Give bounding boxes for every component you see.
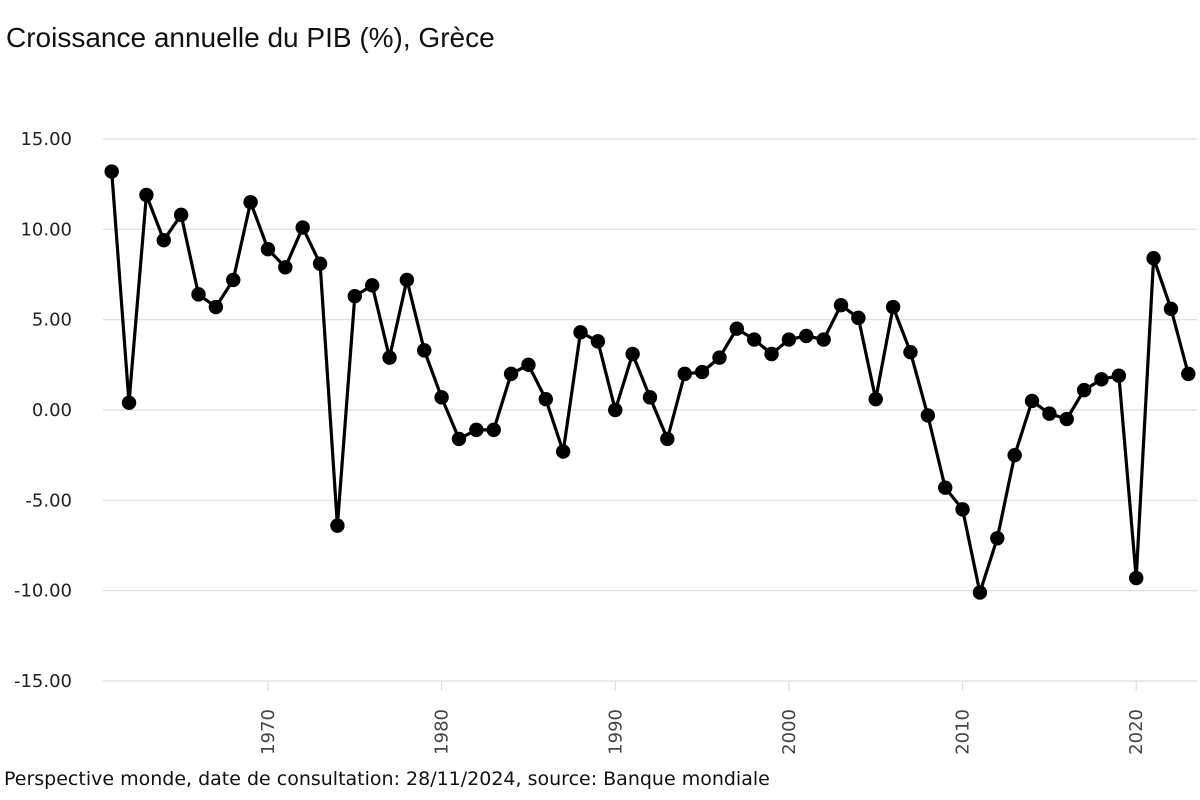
y-tick-label: 5.00 [32, 310, 72, 331]
data-point [833, 298, 849, 313]
data-point [781, 332, 797, 347]
data-point [608, 402, 623, 418]
y-tick-label: -15.00 [14, 671, 72, 692]
data-point [1007, 447, 1022, 463]
data-point [139, 187, 154, 203]
data-point [555, 444, 571, 459]
grid-lines [103, 138, 1197, 682]
data-point [382, 350, 397, 365]
data-point [590, 334, 606, 349]
data-point [295, 220, 310, 235]
data-point [660, 431, 675, 447]
x-tick-label: 1970 [258, 709, 279, 755]
data-point [1111, 368, 1127, 383]
data-point [486, 422, 501, 438]
data-point [1181, 366, 1196, 382]
data-point [208, 299, 224, 315]
source-note: Perspective monde, date de consultation:… [4, 768, 770, 790]
data-point [451, 431, 467, 447]
data-point [434, 390, 449, 405]
data-point [816, 332, 831, 347]
data-point [312, 256, 328, 271]
data-point [1163, 301, 1179, 317]
data-point [330, 518, 345, 533]
data-point [104, 164, 119, 179]
y-tick-label: 0.00 [32, 400, 72, 421]
data-point [642, 390, 658, 405]
data-point [885, 299, 901, 315]
x-tick-label: 1990 [605, 709, 626, 755]
x-tick-label: 2020 [1126, 709, 1147, 755]
x-tick-label: 2000 [779, 709, 800, 755]
x-tick-label: 2010 [953, 709, 974, 755]
data-point [903, 344, 918, 360]
data-point [191, 287, 206, 302]
data-point [278, 260, 293, 275]
data-point [694, 364, 710, 380]
y-tick-label: 15.00 [20, 129, 72, 150]
x-tick-label: 1980 [432, 709, 453, 755]
data-point [1059, 411, 1074, 427]
data-point [260, 242, 276, 257]
data-point [156, 232, 171, 248]
series-line [110, 171, 1190, 595]
data-point [799, 328, 814, 344]
x-axis: 1970 1980 1990 2000 2010 2020 [258, 681, 1147, 755]
data-point [625, 346, 640, 362]
data-point [469, 422, 484, 438]
data-point [347, 288, 362, 304]
y-tick-label: -5.00 [25, 490, 72, 511]
data-point [851, 310, 866, 326]
gdp-growth-line-chart: 15.00 10.00 5.00 0.00 -5.00 -10.00 -15.00 1970… [14, 129, 1197, 755]
data-point [538, 391, 554, 407]
data-point [503, 366, 519, 382]
data-point [521, 357, 536, 373]
data-point [677, 366, 692, 382]
data-point [868, 391, 883, 407]
y-axis: 15.00 10.00 5.00 0.00 -5.00 -10.00 -15.00 [14, 129, 72, 692]
data-point [712, 350, 727, 365]
chart-title: Croissance annuelle du PIB (%), Grèce [6, 22, 495, 53]
data-point [1076, 382, 1092, 398]
y-tick-label: -10.00 [14, 581, 72, 602]
y-tick-label: 10.00 [20, 219, 72, 240]
data-point [1024, 393, 1040, 409]
data-point [1146, 251, 1161, 266]
data-point [573, 325, 588, 340]
data-point [938, 480, 953, 495]
data-point [121, 395, 137, 410]
data-point [243, 195, 258, 210]
series-gdp-growth [104, 164, 1196, 600]
data-point [364, 278, 380, 293]
data-point [972, 585, 988, 600]
data-point [729, 321, 745, 336]
data-point [955, 502, 970, 517]
data-point [1042, 406, 1057, 421]
data-point [417, 343, 432, 358]
data-point [1094, 372, 1109, 387]
data-point [764, 346, 779, 362]
data-point [399, 272, 415, 288]
data-point [173, 207, 189, 223]
data-point [1129, 570, 1144, 586]
data-point [990, 531, 1005, 546]
data-point [226, 272, 241, 288]
data-point [920, 408, 936, 423]
data-point [746, 332, 762, 347]
